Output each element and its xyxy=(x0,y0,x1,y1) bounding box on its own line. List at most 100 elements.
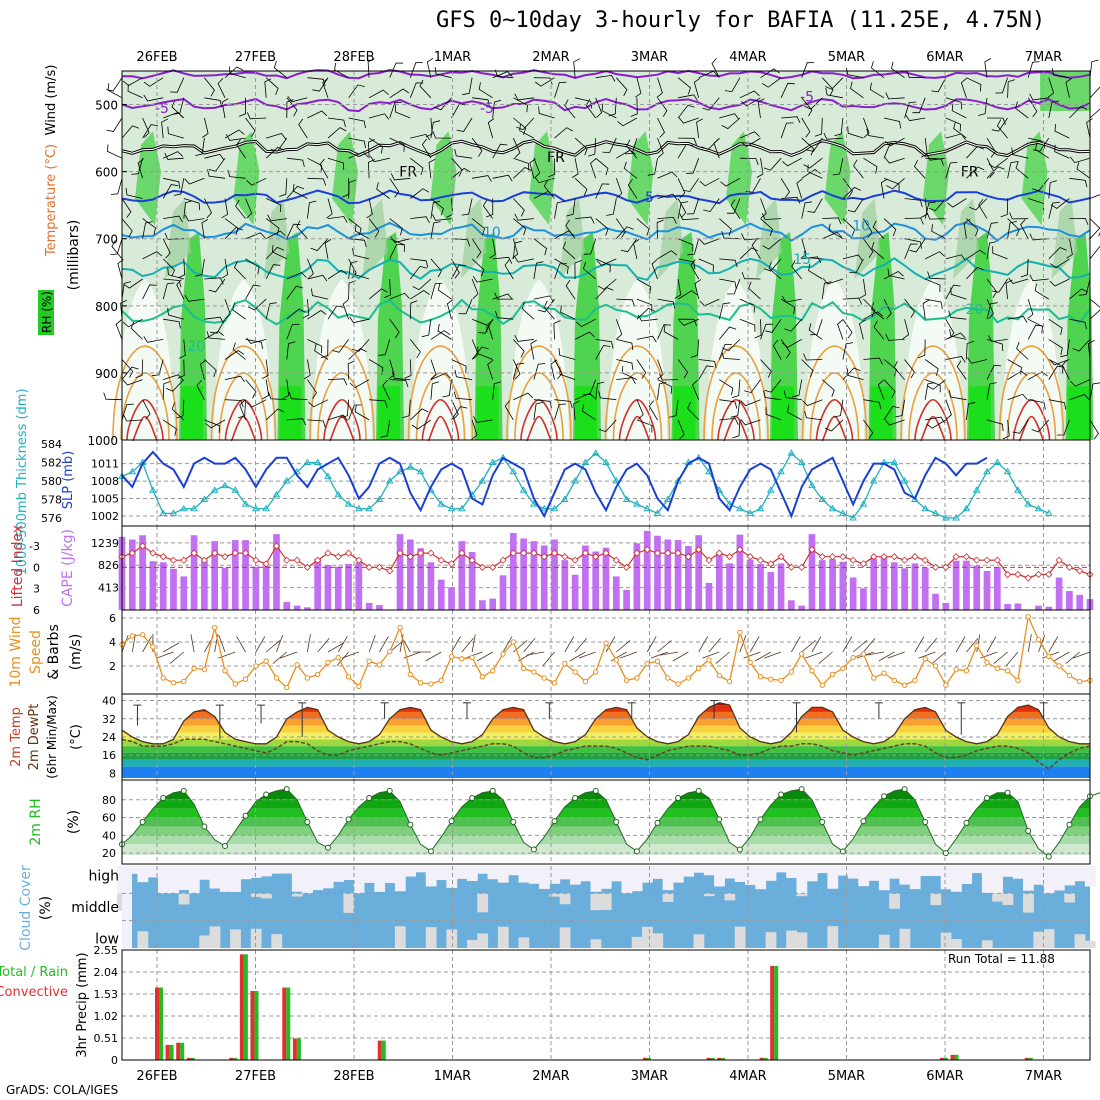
cape-bar xyxy=(890,562,898,610)
wind-barb xyxy=(347,360,355,380)
wind-barb xyxy=(807,164,823,179)
wind-speed-point xyxy=(963,668,970,674)
cloud-gap-middle xyxy=(590,893,602,911)
wind-barb xyxy=(410,188,430,199)
wind-barb xyxy=(1076,162,1091,179)
wind-barb xyxy=(687,238,700,256)
wind-barb xyxy=(833,399,844,418)
wind-barb xyxy=(782,157,802,167)
thickness-axis-label: 1000-500mb Thickness (dm) xyxy=(15,388,30,575)
wind-barb xyxy=(679,213,699,221)
wind-barb xyxy=(307,339,323,354)
wind-barb-10m xyxy=(976,634,981,653)
wind-speed-point xyxy=(129,633,135,639)
lifted-index-point xyxy=(705,556,713,564)
wind-barb xyxy=(513,198,525,217)
wind-barb xyxy=(135,359,143,379)
wind-speed-point xyxy=(675,681,681,687)
wind-barb-10m xyxy=(715,651,730,664)
wind-barb-10m xyxy=(379,636,389,653)
wind-barb xyxy=(409,82,424,98)
wind-barb xyxy=(956,360,967,380)
wind-barb xyxy=(606,198,617,216)
wind-barb xyxy=(765,318,782,333)
saturated-region xyxy=(969,386,991,440)
wind-barb xyxy=(1079,278,1091,296)
cloud-gap-high xyxy=(827,866,839,889)
wind-barb xyxy=(763,258,782,272)
cloud-gap-high xyxy=(405,866,416,877)
temp-band xyxy=(122,759,1090,767)
wind-barb xyxy=(236,138,246,159)
wind-barb xyxy=(348,258,357,279)
thickness-point xyxy=(303,458,312,465)
cloud-gap-high xyxy=(508,866,519,876)
wind-barb xyxy=(334,62,349,79)
wind-speed-point xyxy=(695,665,702,672)
wind-barb xyxy=(451,238,471,247)
lifted-index-point xyxy=(561,553,569,561)
cape-bar xyxy=(170,568,177,610)
wind-barb xyxy=(270,137,288,152)
cloud-gap-low xyxy=(271,934,283,948)
thickness-point xyxy=(231,486,240,493)
wind-barb xyxy=(694,279,702,300)
date-tick-label: 28FEB xyxy=(333,50,374,65)
pressure-tick-label: 1000 xyxy=(87,434,118,448)
thickness-point xyxy=(210,486,219,493)
wind-barb xyxy=(1050,198,1070,209)
lifted-index-point xyxy=(303,563,311,571)
date-axis-bottom: 26FEB 27FEB 28FEB 1MAR 2MAR 3MAR 4MAR 5MAR 6MAR 7… xyxy=(136,1069,1062,1084)
wind-barb xyxy=(167,307,184,320)
date-tick-label: 5MAR xyxy=(828,1069,865,1084)
cloud-gap-high xyxy=(364,866,375,883)
wind-barb xyxy=(410,258,429,268)
wind-speed-point xyxy=(881,670,887,676)
cloud-gap-high xyxy=(920,866,931,877)
wind-barb xyxy=(824,419,844,432)
cloud-gap-high xyxy=(889,866,900,879)
cloud-gap-high xyxy=(1084,866,1096,887)
wind-barb xyxy=(1007,79,1015,98)
contour-label: -5 xyxy=(480,101,494,117)
lifted-index-point xyxy=(520,549,528,557)
wind-barb xyxy=(595,183,610,199)
wind-barb xyxy=(764,379,782,393)
wind-barb xyxy=(926,379,947,390)
wind-speed-point xyxy=(747,659,753,666)
wind-barb xyxy=(238,97,246,117)
rh-band xyxy=(122,808,1090,818)
lifted-index-point xyxy=(828,553,837,561)
wind-speed-point xyxy=(943,682,949,688)
contour-label: -5 xyxy=(800,89,814,105)
precip-total-bar xyxy=(159,987,163,1060)
cape-bar xyxy=(921,567,929,610)
wind-barb xyxy=(574,331,595,340)
date-tick-label: 4MAR xyxy=(729,1069,766,1084)
wind-speed-point xyxy=(387,648,393,655)
wind-barb xyxy=(451,359,467,374)
temp-band xyxy=(122,752,1090,760)
wind-barb xyxy=(512,240,523,259)
wind-barb xyxy=(926,419,947,429)
wind-barb xyxy=(1028,318,1043,334)
wind-barb xyxy=(430,381,440,400)
precip-convective-bar xyxy=(176,1042,181,1060)
dry-convective-region xyxy=(312,278,372,440)
rh-axis-label: 2m RH xyxy=(28,798,44,845)
slp-line xyxy=(121,450,988,519)
wind-speed-point xyxy=(572,669,578,675)
wind-barb xyxy=(648,400,658,421)
wind-barb-10m xyxy=(513,640,528,653)
dry-convective-region xyxy=(410,278,471,440)
wind-barb xyxy=(454,369,473,380)
wind-speed-point xyxy=(788,669,795,675)
wind-barb-10m xyxy=(1053,651,1070,662)
wind-barb xyxy=(130,321,143,340)
thickness-point xyxy=(313,458,322,465)
wind-barb xyxy=(471,137,483,157)
wind-barb xyxy=(513,167,532,179)
wind-barb xyxy=(125,187,143,199)
wind-barb xyxy=(368,113,390,120)
temp-band xyxy=(122,732,1090,740)
